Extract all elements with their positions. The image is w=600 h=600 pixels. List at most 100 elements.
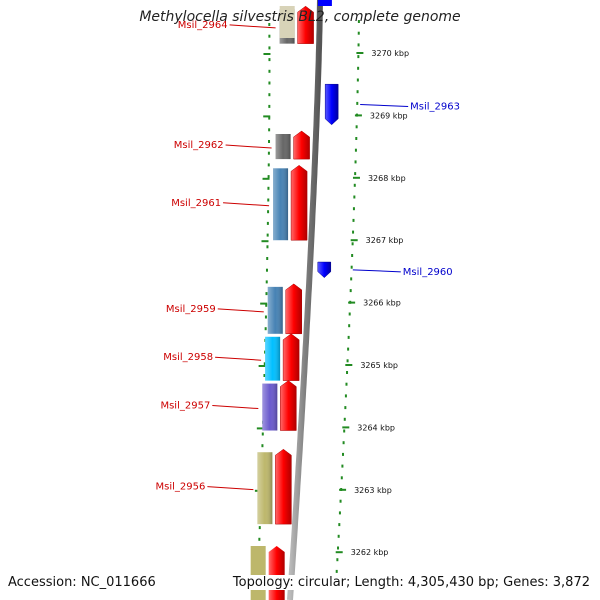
genome-summary-text: Topology: circular; Length: 4,305,430 bp… bbox=[230, 575, 592, 590]
outer-tick-dot bbox=[344, 394, 347, 398]
outer-tick-dot bbox=[350, 277, 353, 281]
outer-tick-dot bbox=[357, 43, 360, 47]
gene-label[interactable]: Msil_2961 bbox=[171, 198, 221, 209]
gene-arrow-forward bbox=[285, 283, 303, 335]
cog-bar-shade bbox=[257, 452, 273, 525]
kbp-major-tick bbox=[335, 551, 343, 554]
outer-tick-dot bbox=[342, 441, 345, 445]
outer-tick-dot bbox=[355, 137, 358, 140]
inner-tick-dot bbox=[268, 128, 271, 132]
kbp-major-tick bbox=[350, 239, 358, 242]
outer-tick-dot bbox=[343, 429, 346, 433]
kbp-major-tick bbox=[354, 114, 362, 117]
gene-arrow-reverse bbox=[317, 261, 332, 278]
outer-tick-dot bbox=[346, 371, 349, 374]
gene-label-leader bbox=[217, 308, 264, 313]
gene-label[interactable]: Msil_2959 bbox=[166, 304, 216, 315]
kbp-inner-tick bbox=[258, 365, 266, 367]
accession-text: Accession: NC_011666 bbox=[8, 575, 156, 590]
kbp-tick-label: 3264 kbp bbox=[357, 423, 395, 432]
kbp-tick-label: 3268 kbp bbox=[368, 174, 406, 183]
gene-label-leader bbox=[360, 103, 409, 107]
outer-tick-dot bbox=[352, 207, 355, 211]
kbp-tick-label: 3270 kbp bbox=[371, 49, 409, 58]
kbp-inner-tick bbox=[263, 53, 271, 55]
gene-label-leader bbox=[212, 405, 259, 410]
kbp-tick-label: 3269 kbp bbox=[370, 111, 408, 120]
gene-label-leader bbox=[225, 144, 272, 149]
kbp-inner-tick bbox=[260, 302, 268, 305]
gene-label[interactable]: Msil_2957 bbox=[160, 401, 210, 412]
gene-arrow-forward-partial bbox=[268, 546, 285, 600]
outer-tick-dot bbox=[352, 230, 355, 234]
gene-arrow-forward bbox=[293, 130, 310, 160]
outer-tick-dot bbox=[347, 335, 350, 339]
tick-layer: 3270 kbp 3269 kbp 3268 kbp 3267 kbp 3266 kbp… bbox=[252, 20, 409, 588]
outer-tick-dot bbox=[354, 160, 357, 164]
inner-tick-dot bbox=[265, 303, 268, 307]
inner-tick-dot bbox=[268, 23, 271, 26]
inner-tick-dot bbox=[265, 292, 268, 296]
outer-tick-dot bbox=[335, 569, 338, 573]
backbone-layer bbox=[287, 0, 323, 600]
cog-category-bar-partial bbox=[279, 6, 295, 38]
inner-tick-dot bbox=[267, 151, 270, 155]
cog-bar-shade bbox=[262, 383, 278, 431]
gene-label[interactable]: Msil_2964 bbox=[178, 20, 228, 31]
outer-tick-dot bbox=[346, 359, 349, 363]
gene-arrow-forward bbox=[290, 165, 308, 241]
outer-tick-dot bbox=[349, 289, 352, 293]
label-layer: Msil_2964 Msil_2963 Msil_2962 Msil_2961 Msil… bbox=[156, 20, 460, 493]
outer-tick-dot bbox=[353, 195, 356, 199]
outer-tick-dot bbox=[353, 183, 356, 187]
gene-label-leader bbox=[223, 202, 270, 207]
kbp-tick-label: 3267 kbp bbox=[366, 236, 404, 245]
outer-tick-dot bbox=[343, 417, 346, 421]
outer-tick-dot bbox=[351, 254, 354, 257]
inner-tick-dot bbox=[267, 210, 270, 214]
outer-tick-dot bbox=[347, 347, 350, 351]
outer-tick-dot bbox=[339, 499, 342, 503]
gene-label[interactable]: Msil_2958 bbox=[163, 352, 213, 363]
outer-tick-dot bbox=[355, 125, 358, 129]
kbp-major-tick bbox=[339, 488, 347, 491]
outer-tick-dot bbox=[356, 101, 359, 105]
inner-tick-dot bbox=[265, 268, 268, 272]
inner-tick-dot bbox=[266, 233, 269, 237]
outer-tick-dot bbox=[348, 324, 351, 328]
kbp-major-tick bbox=[345, 364, 353, 366]
inner-tick-dot bbox=[268, 93, 271, 97]
gene-label[interactable]: Msil_2960 bbox=[403, 267, 453, 278]
genome-backbone bbox=[287, 0, 323, 600]
inner-tick-dot bbox=[268, 34, 271, 38]
inner-tick-dot bbox=[264, 315, 267, 319]
inner-tick-dot bbox=[266, 257, 269, 260]
inner-tick-dot bbox=[265, 280, 268, 284]
cog-bar-shade bbox=[265, 336, 281, 381]
kbp-inner-tick bbox=[262, 177, 270, 180]
inner-tick-dot bbox=[268, 116, 271, 120]
cog-bar-shade bbox=[267, 286, 283, 334]
kbp-major-tick bbox=[348, 301, 356, 304]
outer-tick-dot bbox=[344, 406, 347, 410]
inner-tick-dot bbox=[261, 444, 264, 448]
gene-arrow-forward bbox=[282, 333, 300, 381]
kbp-inner-tick bbox=[261, 240, 269, 243]
inner-tick-dot bbox=[268, 81, 271, 85]
cog-bar-shade bbox=[275, 134, 291, 160]
gene-label[interactable]: Msil_2963 bbox=[410, 101, 460, 112]
kbp-tick-label: 3263 kbp bbox=[354, 486, 392, 495]
inner-tick-dot bbox=[267, 198, 270, 202]
outer-tick-dot bbox=[345, 382, 348, 386]
gene-label[interactable]: Msil_2956 bbox=[156, 482, 206, 493]
outer-tick-dot bbox=[351, 242, 354, 246]
gene-label[interactable]: Msil_2962 bbox=[174, 140, 224, 151]
outer-tick-dot bbox=[348, 312, 351, 316]
kbp-inner-tick bbox=[256, 427, 264, 430]
kbp-major-tick bbox=[356, 52, 364, 54]
inner-tick-dot bbox=[267, 175, 270, 179]
outer-tick-dot bbox=[337, 546, 340, 550]
inner-tick-dot bbox=[258, 537, 261, 541]
inner-tick-dot bbox=[268, 58, 271, 62]
